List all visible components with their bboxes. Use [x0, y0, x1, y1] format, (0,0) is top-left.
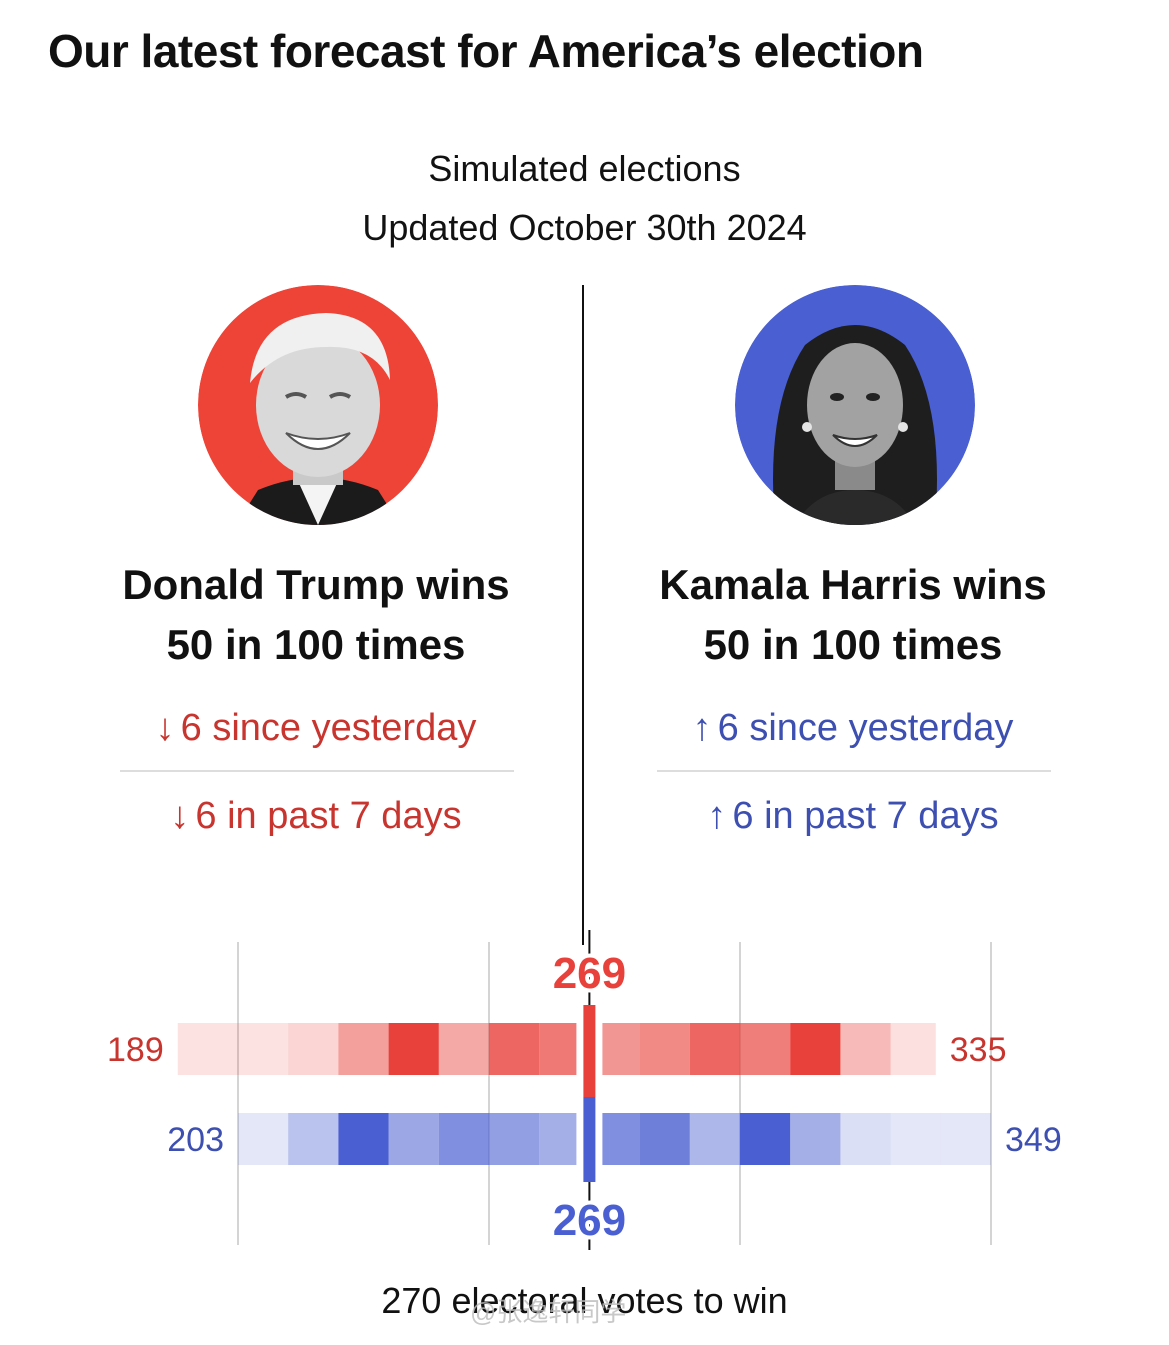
harris-change-day-text: 6 since yesterday: [717, 707, 1014, 749]
distribution-bin: [609, 1023, 640, 1075]
harris-change-week: ↑ 6 in past 7 days: [653, 795, 1053, 838]
distribution-bin: [489, 1113, 540, 1165]
distribution-bin: [539, 1023, 580, 1075]
distribution-bin: [438, 1113, 489, 1165]
distribution-bin: [689, 1113, 740, 1165]
trump-median-marker: [583, 1005, 596, 1097]
distribution-bin: [338, 1023, 389, 1075]
arrow-up-icon: ↑: [692, 707, 712, 749]
distribution-bin: [840, 1113, 891, 1165]
trump-change-day: ↓ 6 since yesterday: [116, 707, 516, 750]
distribution-bin: [489, 1023, 540, 1075]
distribution-bin: [539, 1113, 580, 1165]
distribution-bin: [288, 1113, 339, 1165]
distribution-bin: [689, 1023, 740, 1075]
harris-rule: [657, 770, 1051, 772]
distribution-bin: [639, 1113, 690, 1165]
distribution-bin: [388, 1113, 439, 1165]
subtitle-simulated: Simulated elections: [428, 148, 741, 189]
watermark: @张逸轩同学: [470, 1297, 627, 1327]
trump-wins-line: Donald Trump wins: [122, 561, 510, 608]
harris-portrait-icon: [735, 285, 975, 525]
harris-change-day: ↑ 6 since yesterday: [653, 707, 1053, 750]
distribution-bin: [438, 1023, 489, 1075]
trump-change-week: ↓ 6 in past 7 days: [116, 795, 516, 838]
x-axis-label: 270 electoral votes to win: [381, 1280, 788, 1321]
trump-portrait-icon: [198, 285, 438, 525]
distribution-bin: [840, 1023, 891, 1075]
arrow-down-icon: ↓: [170, 795, 190, 837]
distribution-bin: [890, 1023, 936, 1075]
harris-summary: Kamala Harris wins 50 in 100 times: [643, 555, 1063, 675]
trump-change-day-text: 6 since yesterday: [180, 707, 477, 749]
distribution-bin: [288, 1023, 339, 1075]
distribution-bin: [238, 1113, 289, 1165]
center-divider: [582, 285, 584, 945]
max-label: 349: [1005, 1121, 1062, 1159]
subtitle-updated: Updated October 30th 2024: [362, 207, 807, 248]
harris-median-marker: [583, 1097, 596, 1182]
headline: Our latest forecast for America’s electi…: [48, 25, 924, 77]
arrow-down-icon: ↓: [155, 707, 175, 749]
distribution-bin: [940, 1113, 991, 1165]
distribution-bin: [740, 1023, 791, 1075]
distribution-bin: [238, 1023, 289, 1075]
distribution-bin: [890, 1113, 941, 1165]
electoral-vote-distribution-chart: 189 335 203 349 269 269: [107, 930, 1062, 1250]
harris-wins-line: Kamala Harris wins: [659, 561, 1047, 608]
trump-summary: Donald Trump wins 50 in 100 times: [106, 555, 526, 675]
harris-median-label: 269: [553, 1196, 626, 1245]
min-label: 203: [167, 1121, 224, 1159]
distribution-bin: [790, 1113, 841, 1165]
distribution-bin: [790, 1023, 841, 1075]
trump-change-week-text: 6 in past 7 days: [195, 795, 462, 837]
distribution-bin: [639, 1023, 690, 1075]
distribution-bin: [177, 1023, 238, 1075]
trump-odds: 50 in 100 times: [166, 621, 466, 668]
distribution-bin: [609, 1113, 640, 1165]
min-label: 189: [107, 1031, 164, 1069]
trump-median-label: 269: [553, 949, 626, 998]
distribution-bin: [338, 1113, 389, 1165]
trump-rule: [120, 770, 514, 772]
max-label: 335: [950, 1031, 1007, 1069]
distribution-bin: [388, 1023, 439, 1075]
arrow-up-icon: ↑: [707, 795, 727, 837]
harris-odds: 50 in 100 times: [703, 621, 1003, 668]
harris-change-week-text: 6 in past 7 days: [732, 795, 999, 837]
distribution-bin: [740, 1113, 791, 1165]
